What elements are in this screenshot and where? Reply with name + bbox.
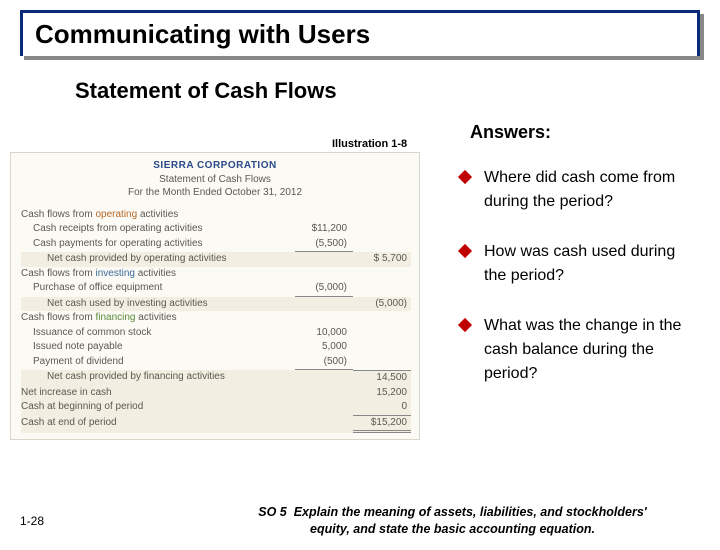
answers-heading: Answers: xyxy=(470,122,551,143)
answer-item: Where did cash come from during the peri… xyxy=(438,166,698,214)
so-text-1: Explain the meaning of assets, liabiliti… xyxy=(294,505,647,519)
page-title: Communicating with Users xyxy=(23,13,697,56)
so-text-2: equity, and state the basic accounting e… xyxy=(310,522,595,536)
answer-text: Where did cash come from during the peri… xyxy=(484,166,698,214)
so-code: SO 5 xyxy=(258,505,287,519)
statement-body: Cash flows from operating activitiesCash… xyxy=(11,204,419,440)
statement-name: Statement of Cash Flows xyxy=(11,173,419,187)
diamond-icon xyxy=(458,318,472,332)
subtitle: Statement of Cash Flows xyxy=(75,78,720,104)
diamond-icon xyxy=(458,244,472,258)
corp-name: SIERRA CORPORATION xyxy=(11,159,419,173)
page-number: 1-28 xyxy=(20,514,44,528)
cash-flow-statement: SIERRA CORPORATION Statement of Cash Flo… xyxy=(10,152,420,440)
title-banner: Communicating with Users xyxy=(20,10,700,56)
answer-item: What was the change in the cash balance … xyxy=(438,314,698,386)
answer-text: What was the change in the cash balance … xyxy=(484,314,698,386)
answer-item: How was cash used during the period? xyxy=(438,240,698,288)
diamond-icon xyxy=(458,170,472,184)
illustration-label: Illustration 1-8 xyxy=(332,138,407,150)
answers-list: Where did cash come from during the peri… xyxy=(438,166,698,412)
statement-header: SIERRA CORPORATION Statement of Cash Flo… xyxy=(11,153,419,204)
study-objective: SO 5 Explain the meaning of assets, liab… xyxy=(205,504,700,538)
answer-text: How was cash used during the period? xyxy=(484,240,698,288)
statement-period: For the Month Ended October 31, 2012 xyxy=(11,186,419,200)
